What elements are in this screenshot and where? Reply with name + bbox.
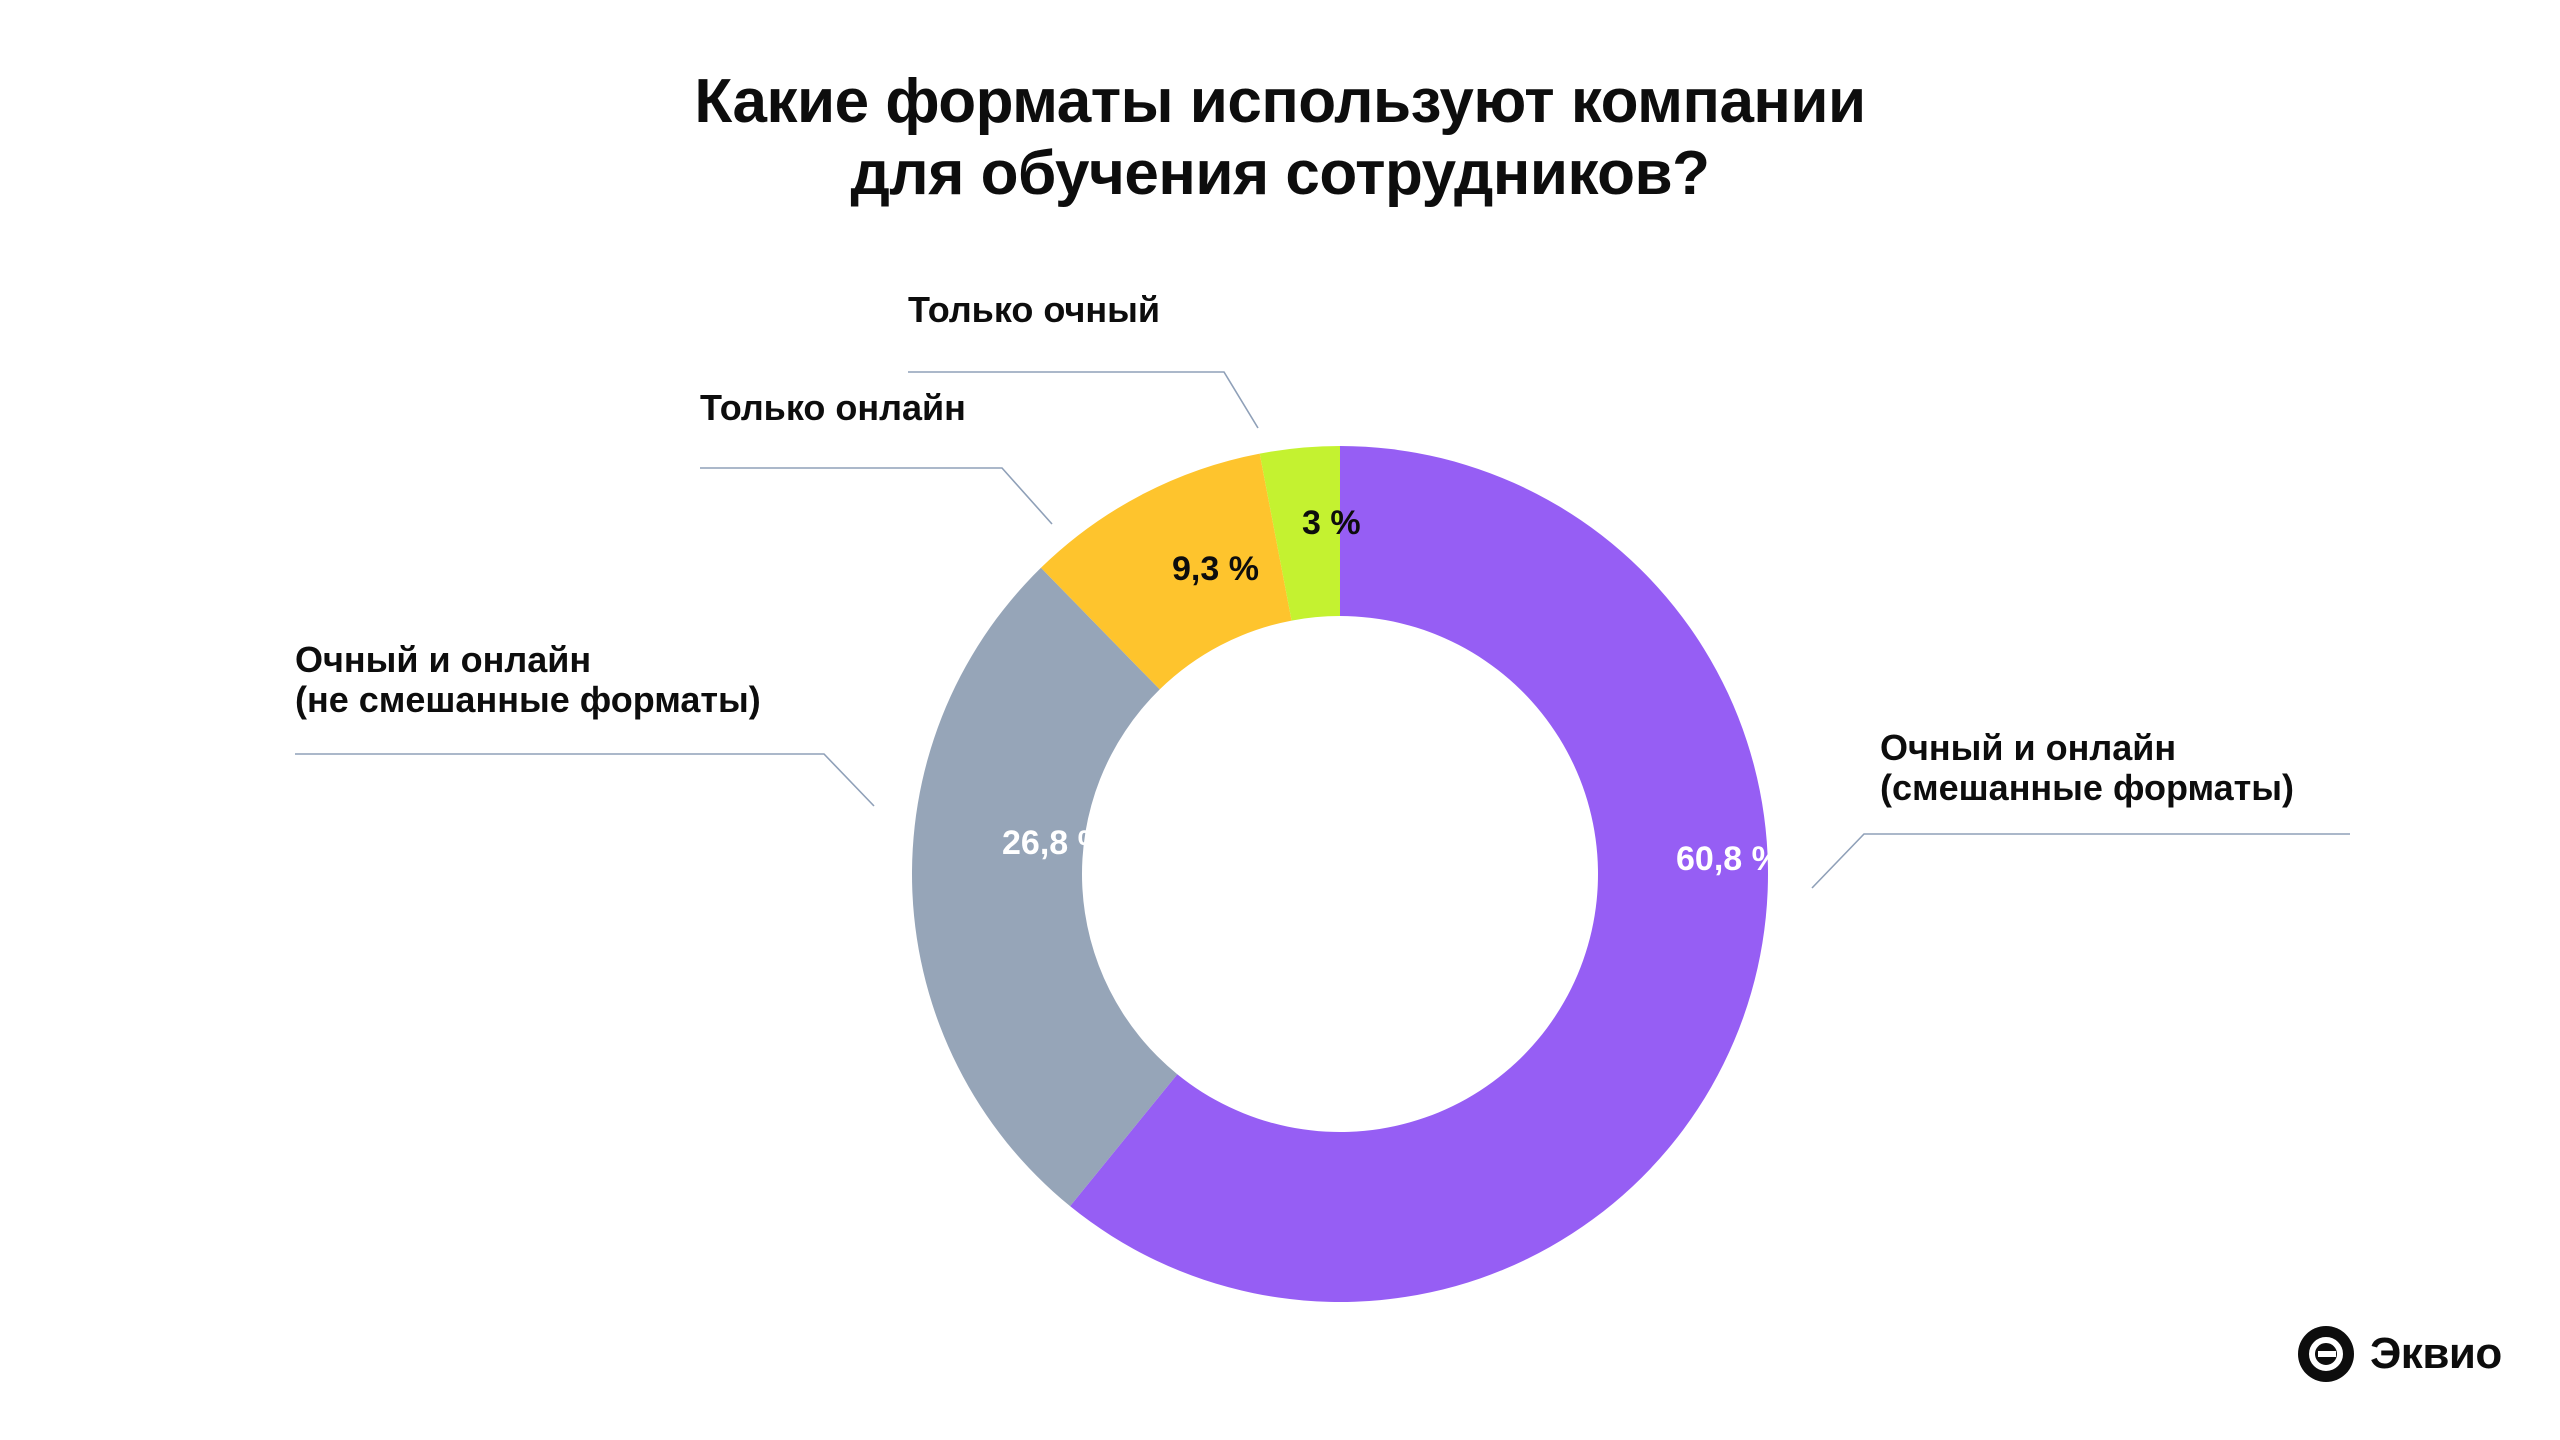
ekvio-logo-icon	[2298, 1326, 2354, 1382]
donut-slice	[911, 567, 1178, 1207]
callout-leader-line	[295, 753, 875, 807]
chart-title-line-2: для обучения сотрудников?	[850, 139, 1710, 208]
brand-logo: Эквио	[2298, 1324, 2502, 1384]
donut-slice	[1040, 453, 1292, 690]
slice-category-label: Только очный	[908, 289, 1160, 330]
slice-category-label: (не смешанные форматы)	[295, 679, 761, 720]
callout-leader-line	[908, 371, 1259, 429]
slice-value-label: 60,8 %	[1676, 840, 1782, 878]
slice-value-label: 9,3 %	[1172, 550, 1259, 588]
chart-title-line-1: Какие форматы используют компании	[694, 67, 1866, 136]
slice-value-label: 26,8 %	[1002, 824, 1108, 862]
callout-leader-line	[1811, 833, 2350, 889]
slice-category-label: Очный и онлайн	[295, 639, 591, 680]
donut-slice	[1070, 446, 1768, 1302]
brand-name: Эквио	[2370, 1329, 2502, 1378]
slice-category-label: Очный и онлайн	[1880, 727, 2176, 768]
slice-category-label: (смешанные форматы)	[1880, 767, 2294, 808]
slice-value-label: 3 %	[1302, 504, 1361, 542]
donut-slice	[1259, 446, 1340, 621]
callout-leader-line	[700, 467, 1053, 525]
slice-category-label: Только онлайн	[700, 387, 966, 428]
